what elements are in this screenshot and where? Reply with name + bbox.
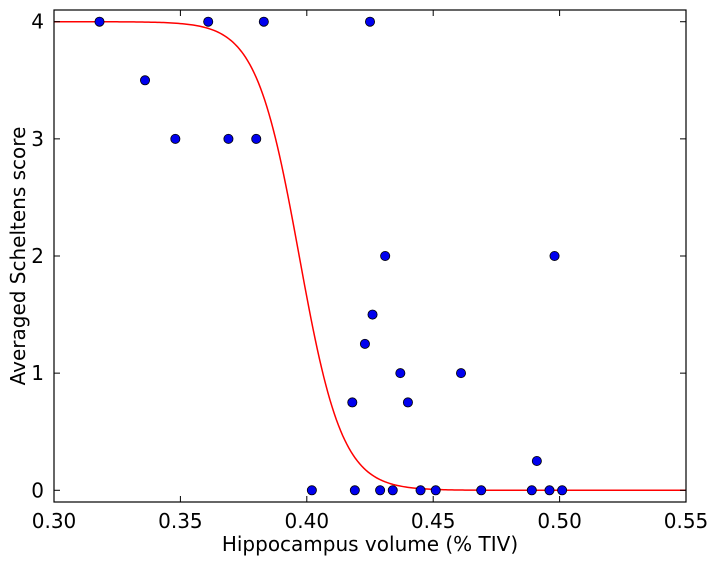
logistic-fit-line — [54, 20, 686, 492]
data-point-14 — [456, 368, 467, 379]
data-point-20 — [375, 485, 386, 496]
data-point-7 — [223, 133, 234, 144]
y-tick-label-0: 0 — [31, 478, 44, 502]
y-axis-label: Averaged Scheltens score — [6, 127, 30, 386]
x-axis-label: Hippocampus volume (% TIV) — [222, 532, 518, 556]
data-point-16 — [402, 397, 413, 408]
data-point-17 — [531, 455, 542, 466]
data-point-27 — [557, 485, 568, 496]
data-point-12 — [359, 338, 370, 349]
data-point-8 — [251, 133, 262, 144]
data-point-26 — [544, 485, 555, 496]
data-point-11 — [367, 309, 378, 320]
data-point-15 — [347, 397, 358, 408]
x-tick-label-0: 0.30 — [32, 509, 77, 533]
y-tick-label-4: 4 — [31, 10, 44, 34]
data-point-9 — [380, 250, 391, 261]
data-point-19 — [349, 485, 360, 496]
fit-curve-layer — [54, 20, 686, 492]
data-point-25 — [526, 485, 537, 496]
data-point-22 — [415, 485, 426, 496]
data-point-6 — [170, 133, 181, 144]
data-point-1 — [94, 16, 105, 27]
x-tick-label-3: 0.45 — [411, 509, 456, 533]
data-point-21 — [387, 485, 398, 496]
data-point-3 — [258, 16, 269, 27]
x-tick-label-2: 0.40 — [285, 509, 330, 533]
x-tick-label-4: 0.50 — [537, 509, 582, 533]
y-tick-label-1: 1 — [31, 361, 44, 385]
y-tick-label-3: 3 — [31, 127, 44, 151]
data-point-5 — [140, 75, 151, 86]
plot-area — [54, 10, 686, 502]
data-point-23 — [430, 485, 441, 496]
x-tick-label-5: 0.55 — [664, 509, 709, 533]
data-point-24 — [476, 485, 487, 496]
data-points-layer — [94, 16, 568, 496]
data-point-2 — [203, 16, 214, 27]
x-tick-label-1: 0.35 — [158, 509, 203, 533]
data-point-10 — [549, 250, 560, 261]
data-point-4 — [364, 16, 375, 27]
data-point-13 — [395, 368, 406, 379]
y-tick-label-2: 2 — [31, 244, 44, 268]
data-point-18 — [306, 485, 317, 496]
axis-ticks-layer: 0.30 0.35 0.40 0.45 0.50 0.55 0 1 2 3 4 — [31, 10, 708, 533]
